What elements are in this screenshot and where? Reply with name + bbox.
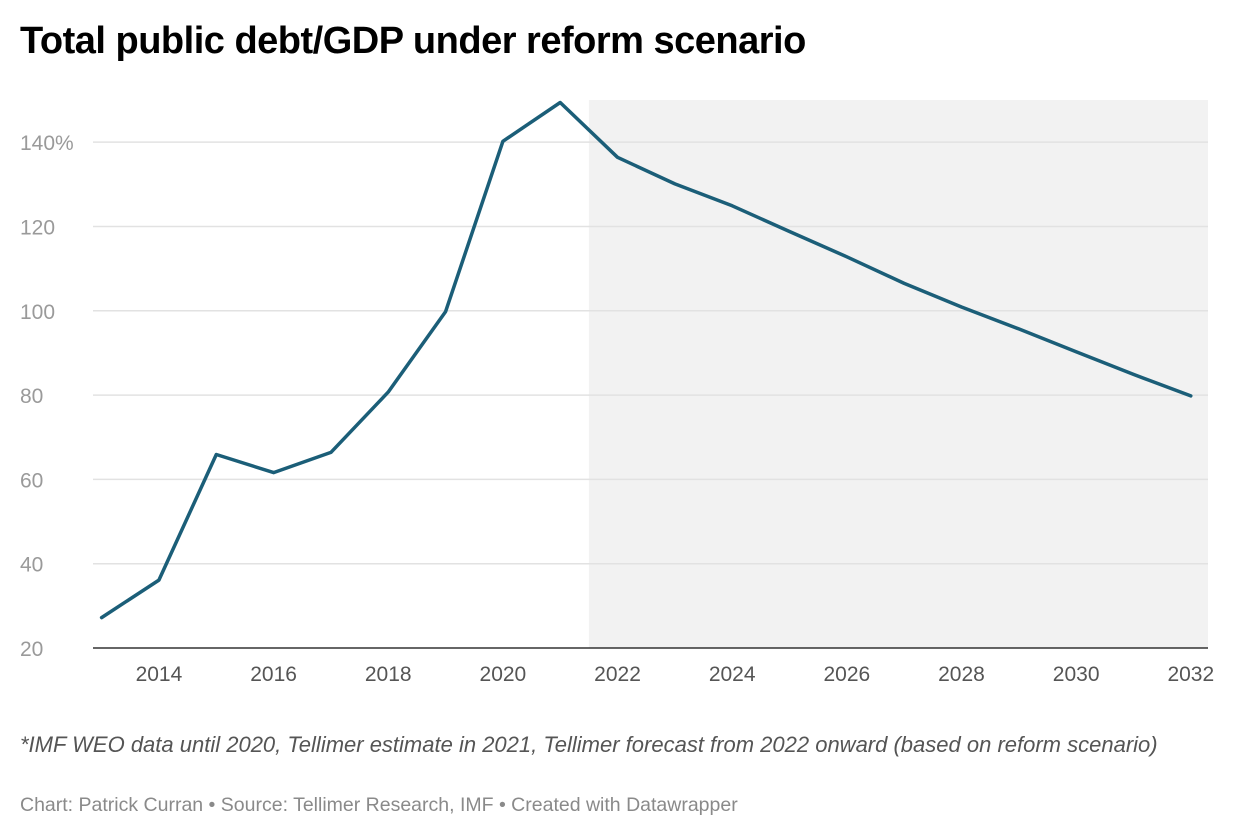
y-tick-label-140: 140% bbox=[20, 132, 74, 155]
data-point-2027 bbox=[900, 279, 908, 287]
x-tick-label-2032: 2032 bbox=[1167, 663, 1214, 686]
y-tick-label-20: 20 bbox=[20, 638, 43, 661]
x-tick-label-2022: 2022 bbox=[594, 663, 641, 686]
data-point-2013 bbox=[98, 614, 106, 622]
data-point-2015 bbox=[212, 451, 220, 459]
x-axis-tick-labels: 2014 2016 2018 2020 2022 2024 2026 2028 2030 2032 bbox=[136, 663, 1215, 686]
data-point-2023 bbox=[671, 180, 679, 188]
data-point-2020 bbox=[499, 137, 507, 145]
x-tick-label-2026: 2026 bbox=[823, 663, 870, 686]
debt-gdp-line bbox=[99, 100, 1193, 620]
x-tick-label-2030: 2030 bbox=[1053, 663, 1100, 686]
data-point-2025 bbox=[786, 228, 794, 236]
data-point-2022 bbox=[614, 153, 622, 161]
forecast-region bbox=[588, 100, 1208, 648]
series-line-layer bbox=[98, 99, 1195, 622]
data-point-2017 bbox=[327, 448, 335, 456]
data-point-2018 bbox=[384, 388, 392, 396]
y-tick-label-100: 100 bbox=[20, 301, 55, 324]
x-tick-label-2018: 2018 bbox=[365, 663, 412, 686]
data-point-2021 bbox=[556, 99, 564, 107]
data-point-2026 bbox=[843, 253, 851, 261]
x-tick-label-2024: 2024 bbox=[709, 663, 756, 686]
y-axis-tick-labels: 20 40 60 80 100 120 140% bbox=[20, 132, 74, 661]
data-point-2016 bbox=[270, 469, 278, 477]
data-point-2032 bbox=[1187, 392, 1195, 400]
data-point-2014 bbox=[155, 576, 163, 584]
x-tick-label-2016: 2016 bbox=[250, 663, 297, 686]
gridlines bbox=[93, 141, 1208, 565]
chart-credits: Chart: Patrick Curran • Source: Tellimer… bbox=[20, 794, 738, 816]
x-tick-label-2020: 2020 bbox=[480, 663, 527, 686]
x-tick-label-2014: 2014 bbox=[136, 663, 183, 686]
data-point-2024 bbox=[728, 202, 736, 210]
data-point-2031 bbox=[1129, 370, 1137, 378]
y-tick-label-40: 40 bbox=[20, 554, 43, 577]
data-point-2029 bbox=[1015, 325, 1023, 333]
chart-title: Total public debt/GDP under reform scena… bbox=[20, 20, 806, 62]
y-tick-label-60: 60 bbox=[20, 469, 43, 492]
y-tick-label-120: 120 bbox=[20, 216, 55, 239]
y-tick-label-80: 80 bbox=[20, 385, 43, 408]
x-tick-label-2028: 2028 bbox=[938, 663, 985, 686]
forecast-region-layer bbox=[588, 100, 1208, 648]
data-point-2019 bbox=[442, 308, 450, 316]
chart-notes: *IMF WEO data until 2020, Tellimer estim… bbox=[20, 732, 1158, 757]
data-point-2030 bbox=[1072, 348, 1080, 356]
data-point-2028 bbox=[957, 303, 965, 311]
